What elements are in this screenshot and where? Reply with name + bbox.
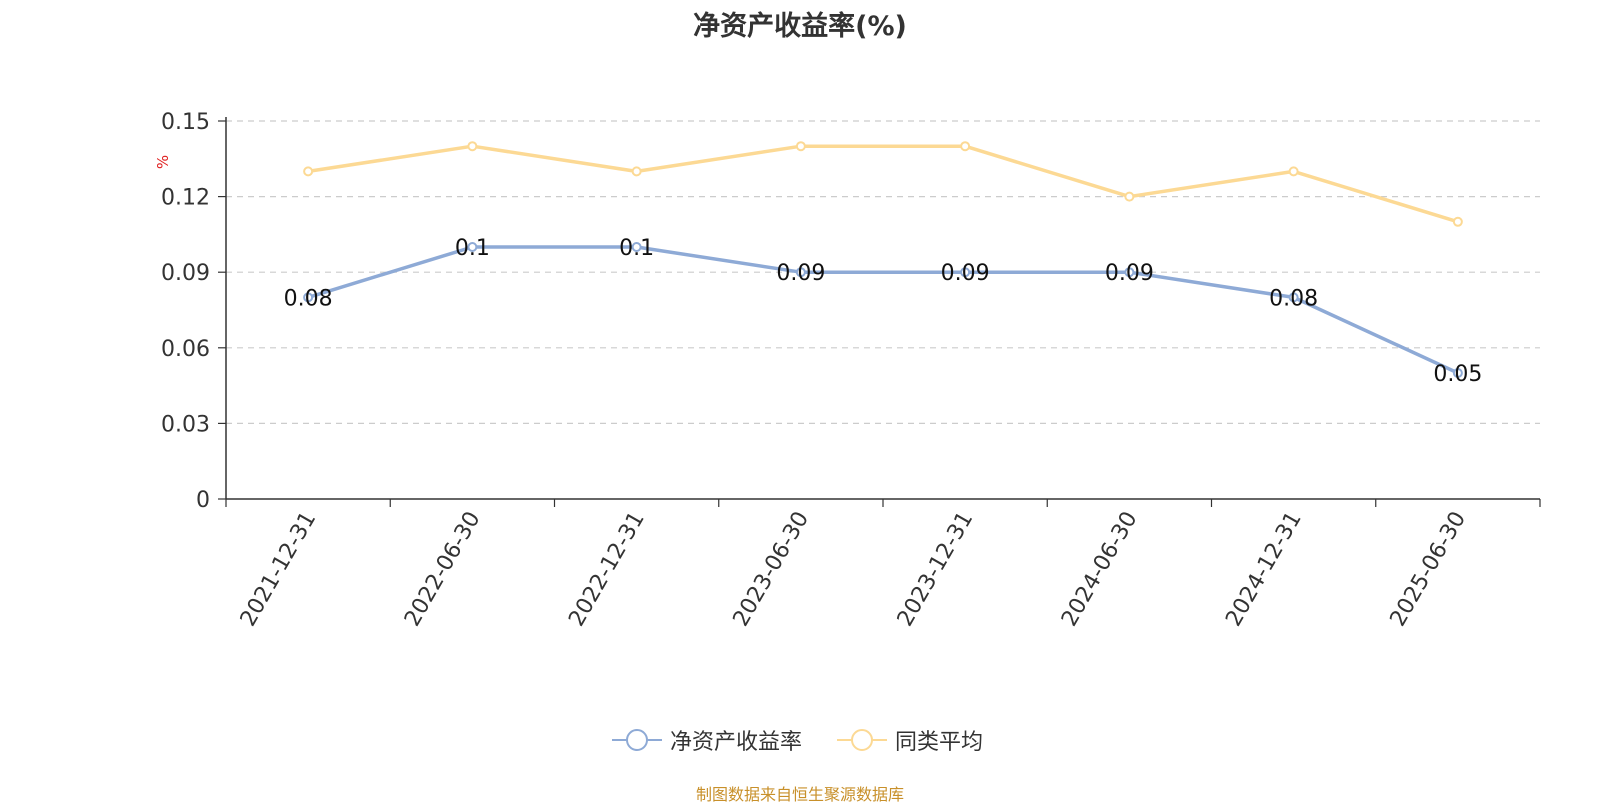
data-label: 0.09 [941,261,990,286]
data-point-roe [1288,292,1299,303]
data-point-roe [303,292,314,303]
y-tick-label: 0.09 [161,261,210,286]
data-point-avg [960,141,971,152]
legend-label-avg: 同类平均 [895,730,984,755]
x-tick-label: 2022-12-31 [564,508,650,631]
data-point-avg [1288,166,1299,177]
y-tick-label: 0.15 [161,110,210,135]
data-point-avg [467,141,478,152]
data-label: 0.08 [1269,286,1318,311]
x-tick-label: 2021-12-31 [236,508,322,631]
data-point-roe [795,267,806,278]
series-line-roe [307,245,1459,375]
data-point-avg [303,166,314,177]
series-line-avg [307,144,1459,224]
data-point-roe [1124,267,1135,278]
legend-label-roe: 净资产收益率 [670,730,803,755]
y-tick-label: 0.03 [161,412,210,437]
x-tick-label: 2025-06-30 [1385,508,1471,631]
y-tick-label: 0 [196,488,210,513]
data-point-avg [1452,216,1463,227]
data-point-roe [467,242,478,252]
data-point-avg [1124,191,1135,202]
data-point-roe [960,267,971,278]
chart-title: 净资产收益率(%) [693,11,907,42]
data-point-avg [795,141,806,152]
x-tick-label: 2022-06-30 [400,508,486,631]
x-tick-label: 2023-06-30 [728,508,814,631]
y-tick-label: 0.12 [161,186,210,211]
data-label: 0.05 [1433,362,1482,387]
legend-item-roe[interactable]: 净资产收益率 [612,722,802,758]
data-point-roe [1452,368,1463,378]
data-label: 0.1 [619,236,654,261]
y-axis-unit: % [154,155,172,169]
x-tick-label: 2024-12-31 [1221,508,1307,631]
data-label: 0.09 [776,261,825,286]
legend-item-avg[interactable]: 同类平均 [837,722,983,758]
data-label: 0.09 [1105,261,1154,286]
legend-marker-roe [612,729,662,751]
data-label: 0.1 [455,236,490,261]
data-point-roe [631,242,642,252]
legend: 净资产收益率 同类平均 [0,722,1600,758]
source-note: 制图数据来自恒生聚源数据库 [695,785,904,804]
data-label: 0.08 [284,286,333,311]
x-tick-label: 2024-06-30 [1057,508,1143,631]
legend-marker-avg [837,729,887,751]
y-tick-label: 0.06 [161,337,210,362]
x-tick-label: 2023-12-31 [893,508,979,631]
data-point-avg [631,166,642,177]
